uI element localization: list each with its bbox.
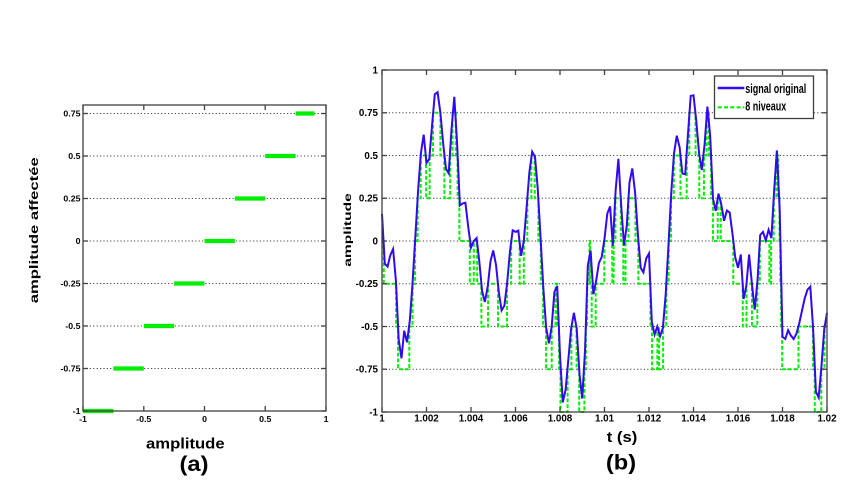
svg-text:-1: -1 <box>79 414 87 424</box>
svg-text:0: 0 <box>373 236 379 247</box>
svg-text:-1: -1 <box>73 406 81 416</box>
svg-text:1.018: 1.018 <box>770 414 795 425</box>
svg-text:-1: -1 <box>369 407 378 418</box>
svg-text:1.016: 1.016 <box>726 414 751 425</box>
svg-text:0.5: 0.5 <box>259 414 272 424</box>
svg-text:1.012: 1.012 <box>637 414 662 425</box>
svg-text:1.008: 1.008 <box>548 414 573 425</box>
svg-text:1: 1 <box>373 65 379 76</box>
svg-text:-0.5: -0.5 <box>361 322 378 333</box>
svg-text:0: 0 <box>202 414 207 424</box>
svg-text:1.02: 1.02 <box>817 414 837 425</box>
svg-text:0.5: 0.5 <box>68 151 81 161</box>
svg-text:1.002: 1.002 <box>414 414 439 425</box>
svg-text:-0.5: -0.5 <box>136 414 151 424</box>
svg-text:amplitude: amplitude <box>146 436 225 452</box>
svg-text:0.75: 0.75 <box>63 109 80 119</box>
svg-text:-0.5: -0.5 <box>65 321 80 331</box>
svg-text:-0.25: -0.25 <box>60 279 80 289</box>
svg-text:0.5: 0.5 <box>364 151 378 162</box>
svg-text:1: 1 <box>379 414 385 425</box>
svg-text:-0.75: -0.75 <box>60 364 80 374</box>
svg-text:signal original: signal original <box>745 83 806 97</box>
svg-text:1: 1 <box>324 414 329 424</box>
svg-text:amplitude affectée: amplitude affectée <box>28 157 41 303</box>
svg-text:amplitude: amplitude <box>342 193 353 267</box>
svg-text:0.25: 0.25 <box>359 194 379 205</box>
svg-text:8 niveaux: 8 niveaux <box>745 100 787 114</box>
svg-text:-0.75: -0.75 <box>356 365 379 376</box>
svg-text:(a): (a) <box>180 452 209 475</box>
svg-text:1.01: 1.01 <box>595 414 615 425</box>
svg-text:1.004: 1.004 <box>459 414 484 425</box>
svg-text:0: 0 <box>76 236 81 246</box>
svg-text:(b): (b) <box>606 451 636 474</box>
svg-text:1.014: 1.014 <box>681 414 706 425</box>
svg-text:-0.25: -0.25 <box>356 279 379 290</box>
svg-text:0.75: 0.75 <box>359 108 379 119</box>
svg-text:1.006: 1.006 <box>503 414 528 425</box>
svg-text:0.25: 0.25 <box>63 194 80 204</box>
svg-text:t (s): t (s) <box>607 430 637 446</box>
